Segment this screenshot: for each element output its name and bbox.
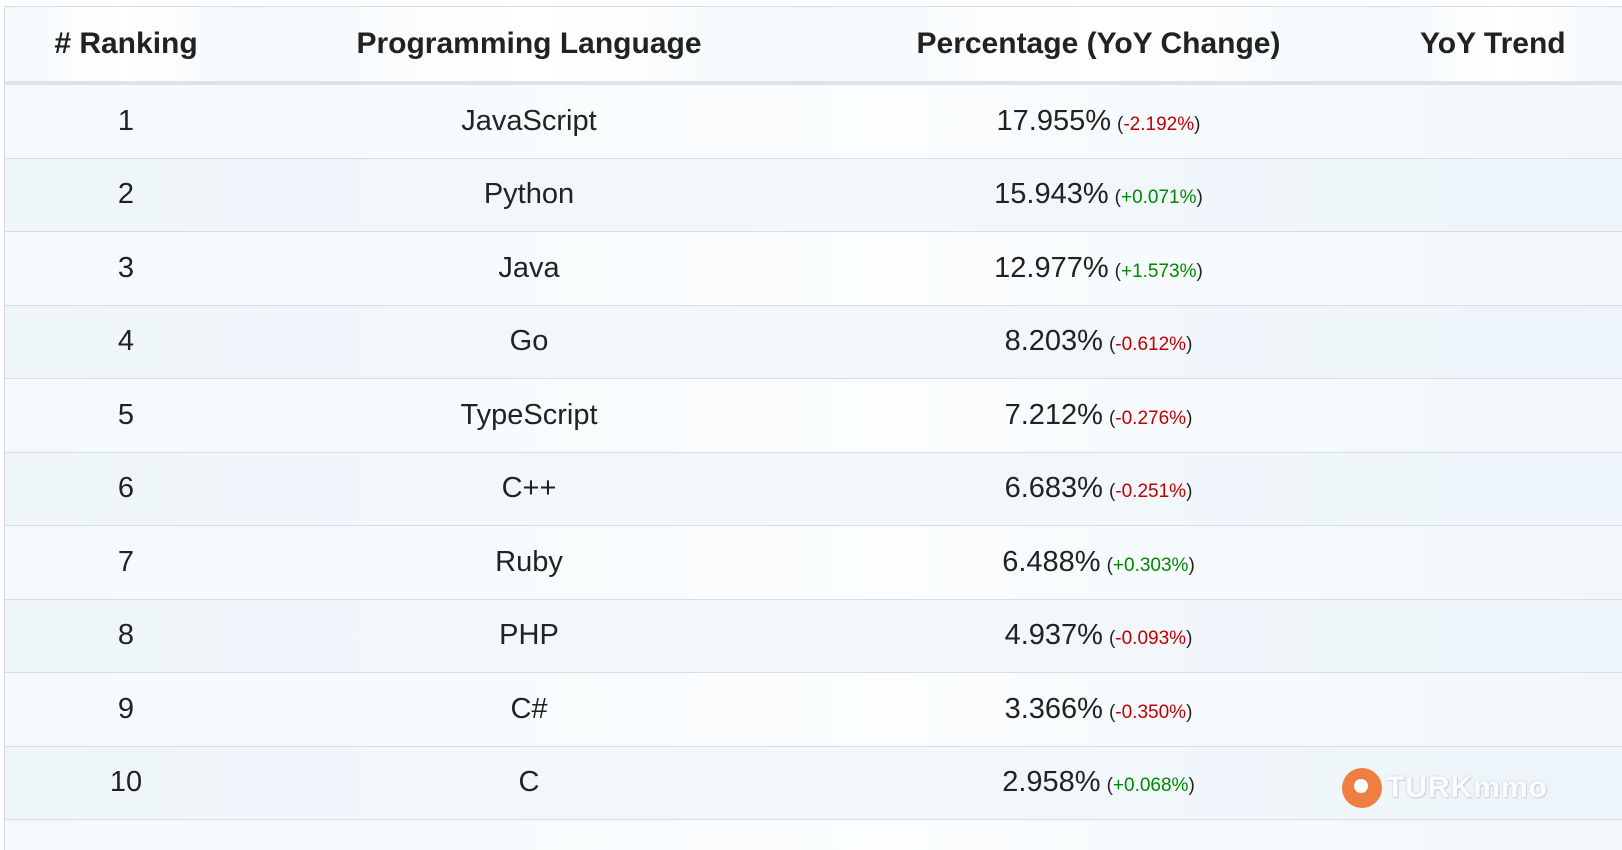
yoy-change-value: +1.573% [1120,260,1197,282]
turkmmo-logo-icon [1342,768,1382,808]
rank-cell: 10 [5,746,247,820]
percentage-value: 8.203% [1004,325,1103,358]
language-cell: C++ [247,452,811,526]
trend-cell [1386,158,1622,232]
table-row: 10 C 2.958% (+0.068%) [5,746,1622,820]
rank-cell: 5 [5,378,247,453]
rank-cell: 8 [5,599,247,673]
table-row: 3 Java 12.977% (+1.573%) [5,231,1622,306]
table-row: 9 C# 3.366% (-0.350%) [5,672,1622,747]
percentage-cell: 8.203% (-0.612%) [811,305,1386,379]
yoy-change: (-0.276%) [1108,407,1193,429]
trend-cell [1386,231,1622,306]
yoy-change: (+1.573%) [1114,260,1203,282]
percentage-cell: 17.955% (-2.192%) [811,83,1386,159]
percentage-value: 6.488% [1002,545,1101,578]
yoy-change-value: +0.303% [1112,554,1189,576]
trend-cell [1386,452,1622,526]
rank-cell: 4 [5,305,247,379]
trend-cell [1386,599,1622,673]
language-cell: Python [247,158,811,232]
language-cell: TypeScript [247,378,811,453]
table-row: 5 TypeScript 7.212% (-0.276%) [5,378,1622,453]
yoy-change-value: +0.071% [1120,187,1197,209]
percentage-value: 2.958% [1002,766,1101,799]
yoy-change-value: -0.093% [1115,628,1187,650]
yoy-change: (+0.303%) [1106,554,1195,576]
percentage-cell: 3.366% (-0.350%) [811,672,1386,747]
trend-cell [1386,672,1622,747]
yoy-change-value: -0.276% [1115,407,1187,429]
yoy-change: (+0.071%) [1114,187,1203,209]
percentage-value: 15.943% [994,178,1109,211]
language-cell: JavaScript [247,83,811,159]
rank-cell: 1 [5,83,247,159]
trend-cell [1386,83,1622,159]
table-row: 4 Go 8.203% (-0.612%) [5,305,1622,379]
yoy-change-value: -2.192% [1123,113,1195,135]
rank-cell: 2 [5,158,247,232]
rank-cell: 6 [5,452,247,526]
yoy-change: (-2.192%) [1117,113,1201,135]
table-row: 7 Ruby 6.488% (+0.303%) [5,525,1622,600]
trend-cell [1386,305,1622,379]
language-cell: Go [247,305,811,379]
trend-cell [1386,746,1622,820]
yoy-change-value: -0.350% [1115,701,1187,723]
percentage-value: 7.212% [1004,398,1103,431]
watermark: TURKmmo [1342,768,1548,808]
percentage-cell: 6.488% (+0.303%) [811,525,1386,600]
yoy-change: (-0.251%) [1108,481,1193,503]
watermark-text: TURKmmo [1386,771,1548,804]
trend-cell [1386,525,1622,600]
yoy-change-value: -0.251% [1115,481,1187,503]
percentage-cell: 12.977% (+1.573%) [811,231,1386,306]
percentage-cell: 2.958% (+0.068%) [811,746,1386,820]
percentage-value: 6.683% [1004,472,1103,505]
table-row: 2 Python 15.943% (+0.071%) [5,158,1622,232]
trend-cell [1386,378,1622,453]
yoy-change: (+0.068%) [1106,775,1195,797]
percentage-cell: 7.212% (-0.276%) [811,378,1386,453]
yoy-change-value: -0.612% [1115,334,1187,356]
language-cell: Java [247,231,811,306]
header-ranking[interactable]: # Ranking [5,7,247,85]
table-body: 1 JavaScript 17.955% (-2.192%) 2 Python 15.943… [5,83,1622,820]
language-cell: C# [247,672,811,747]
rank-cell: 7 [5,525,247,600]
percentage-value: 12.977% [994,251,1109,284]
yoy-change: (-0.350%) [1108,701,1193,723]
language-cell: Ruby [247,525,811,600]
percentage-value: 4.937% [1004,619,1103,652]
table-header: # Ranking Programming Language Percentag… [5,7,1622,85]
table-row: 6 C++ 6.683% (-0.251%) [5,452,1622,526]
language-cell: C [247,746,811,820]
yoy-change-value: +0.068% [1112,775,1189,797]
table-row: 1 JavaScript 17.955% (-2.192%) [5,83,1622,159]
rank-cell: 3 [5,231,247,306]
language-cell: PHP [247,599,811,673]
table-row: 8 PHP 4.937% (-0.093%) [5,599,1622,673]
header-yoy-trend[interactable]: YoY Trend [1386,7,1622,85]
percentage-cell: 4.937% (-0.093%) [811,599,1386,673]
percentage-value: 17.955% [996,104,1112,137]
percentage-value: 3.366% [1004,692,1103,725]
percentage-cell: 6.683% (-0.251%) [811,452,1386,526]
yoy-change: (-0.612%) [1108,334,1193,356]
ranking-table-container: # Ranking Programming Language Percentag… [4,6,1622,850]
header-percentage[interactable]: Percentage (YoY Change) [811,7,1386,85]
rank-cell: 9 [5,672,247,747]
header-language[interactable]: Programming Language [247,7,811,85]
language-ranking-table: # Ranking Programming Language Percentag… [5,7,1622,820]
percentage-cell: 15.943% (+0.071%) [811,158,1386,232]
yoy-change: (-0.093%) [1108,628,1193,650]
